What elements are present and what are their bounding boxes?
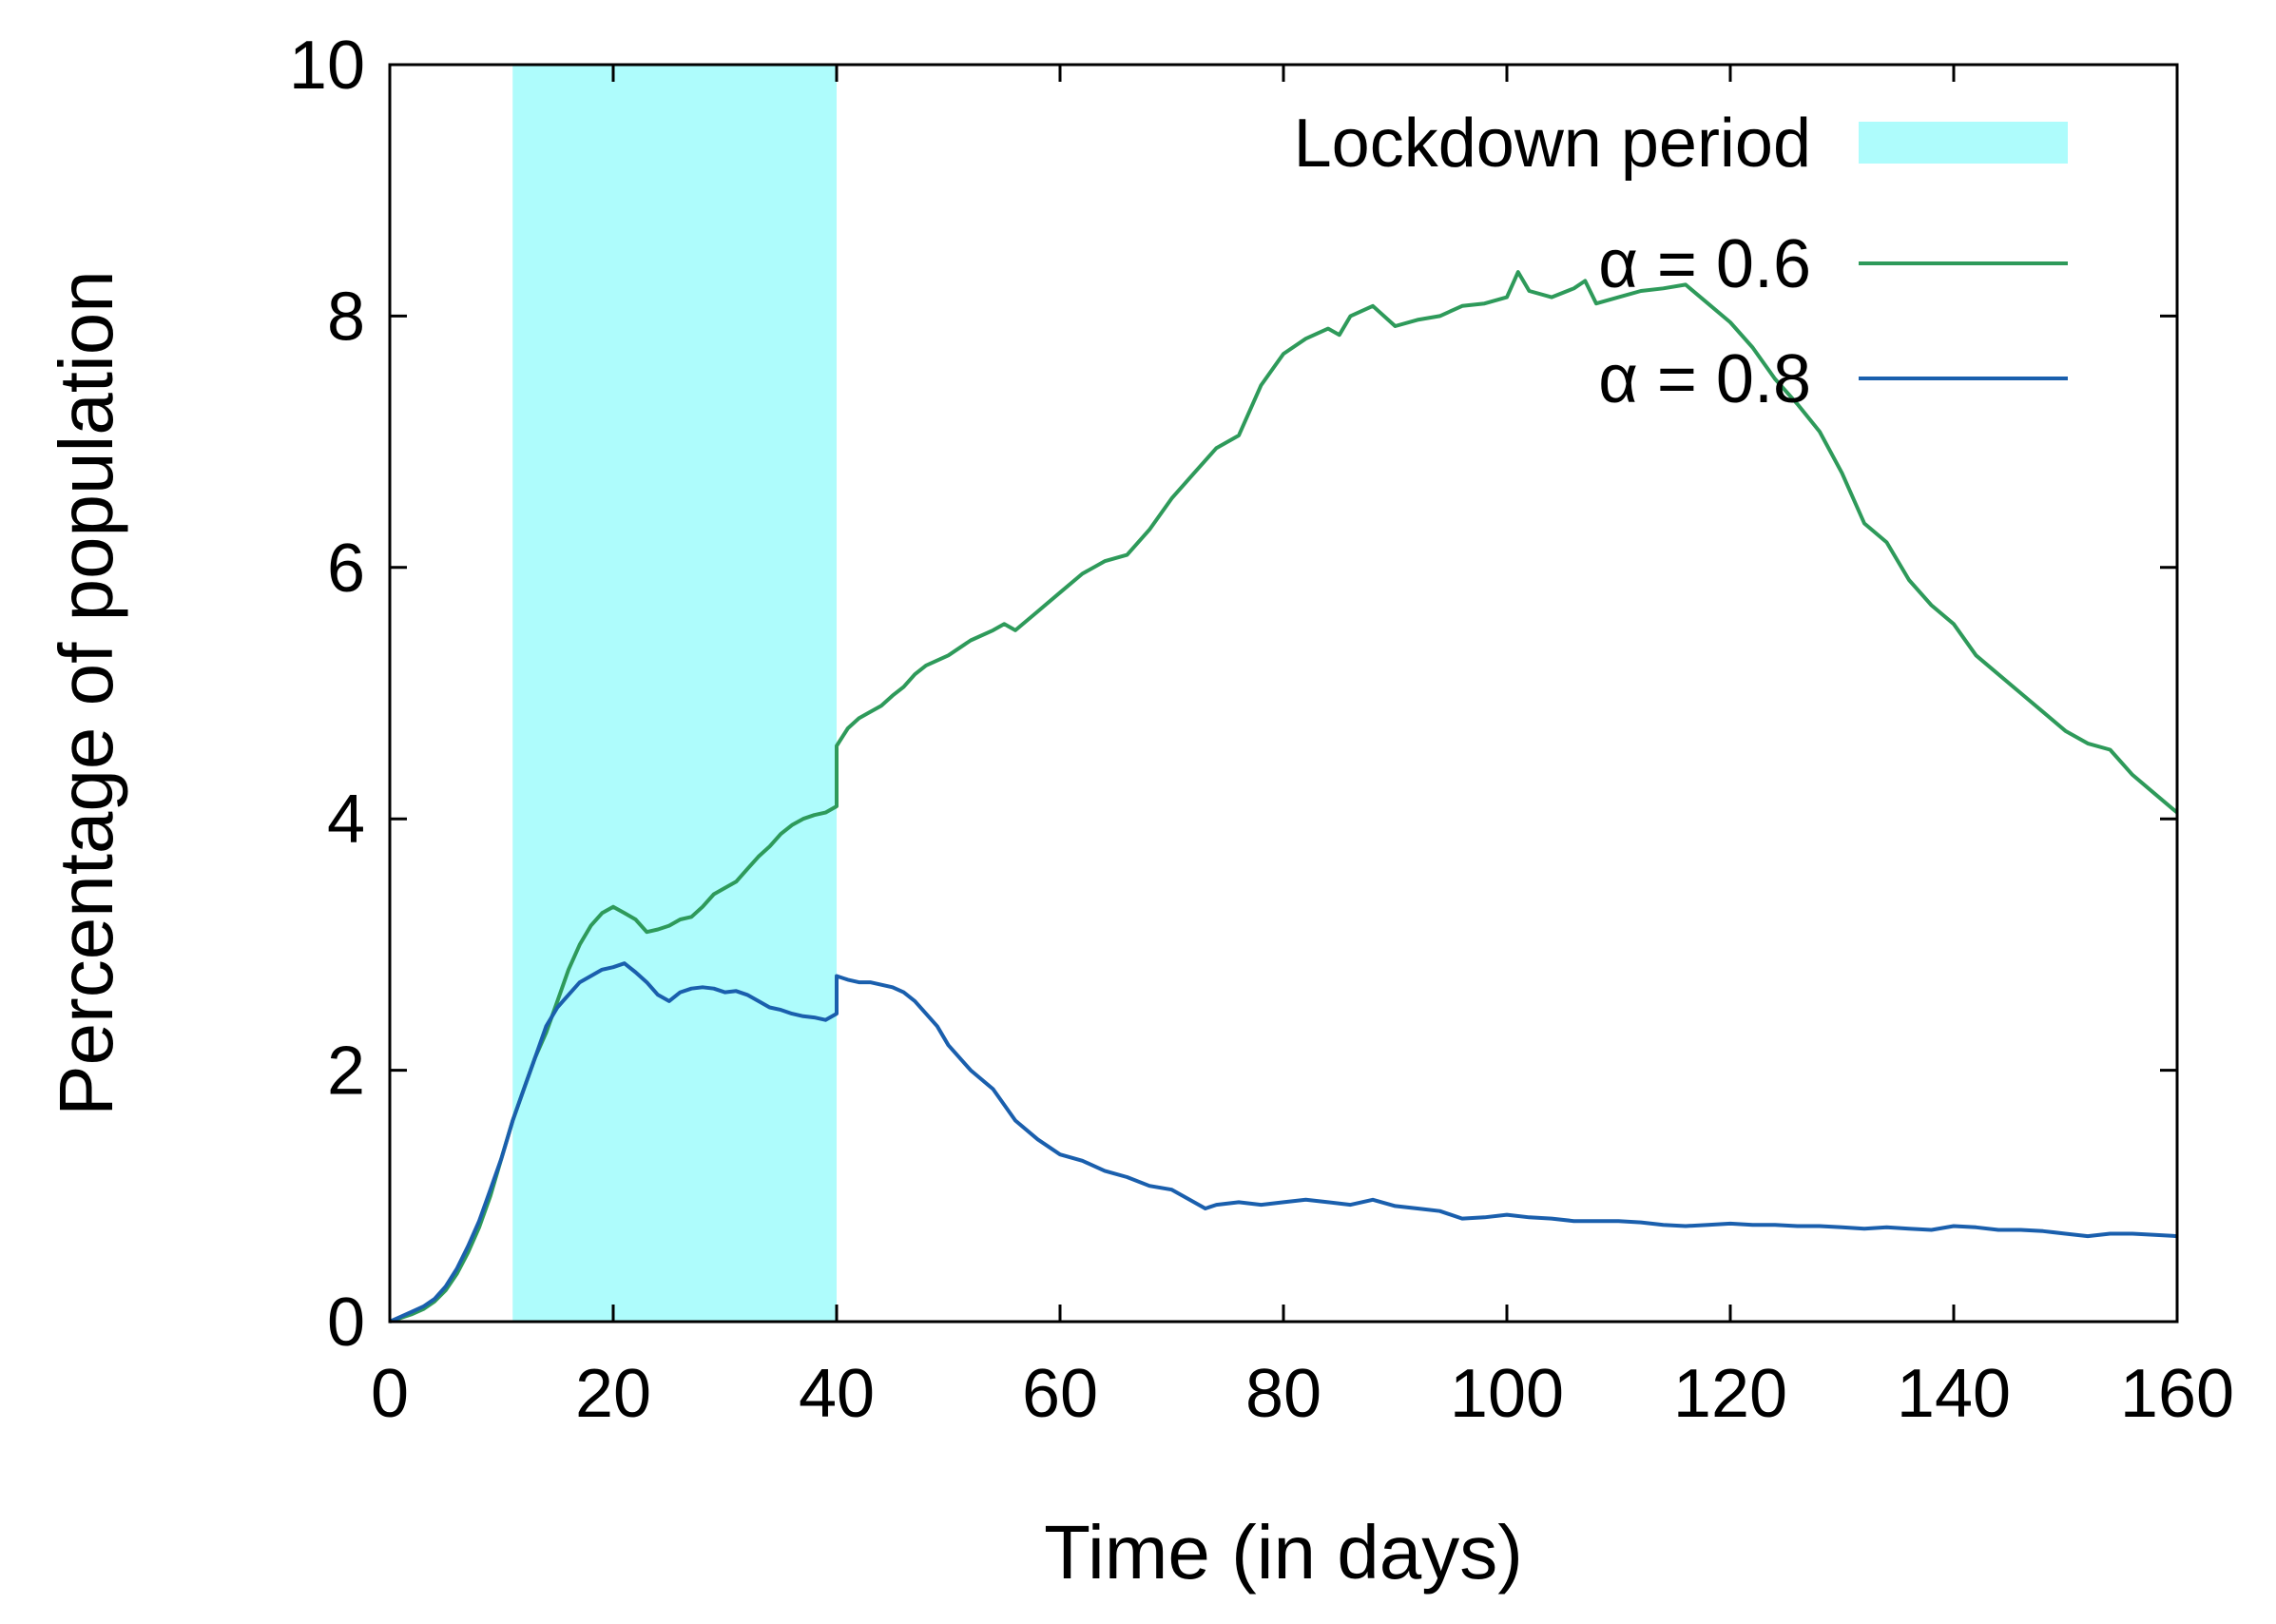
x-tick-label: 80 <box>1245 1356 1321 1432</box>
series-layer <box>389 270 2179 1324</box>
lockdown-shaded-region <box>512 65 837 1322</box>
x-tick-label: 100 <box>1450 1356 1564 1432</box>
x-tick-label: 120 <box>1673 1356 1787 1432</box>
x-tick-label: 20 <box>575 1356 651 1432</box>
legend-label-alpha-0-8: α = 0.8 <box>1598 341 1811 417</box>
x-tick-label: 160 <box>2120 1356 2234 1432</box>
y-axis-label: Percentage of population <box>44 270 128 1116</box>
x-tick-label: 140 <box>1897 1356 2011 1432</box>
y-tick-label: 2 <box>327 1034 365 1110</box>
legend: Lockdown period α = 0.6 α = 0.8 <box>1294 106 2068 417</box>
y-tick-label: 8 <box>327 279 365 355</box>
x-tick-label: 40 <box>799 1356 875 1432</box>
series-line-0 <box>389 270 2179 1324</box>
lockdown-shaded-region-layer <box>512 65 837 1322</box>
x-tick-label: 0 <box>371 1356 409 1432</box>
tick-layer: 0 20 40 60 80 100 120 140 160 0 2 4 6 8 10 <box>289 28 2234 1432</box>
y-tick-label: 6 <box>327 531 365 607</box>
y-tick-label: 10 <box>289 28 365 104</box>
y-tick-label: 4 <box>327 782 365 858</box>
series-line-1 <box>389 961 2178 1324</box>
x-tick-label: 60 <box>1022 1356 1098 1432</box>
legend-swatch-lockdown-period <box>1859 122 2068 164</box>
y-tick-label: 0 <box>327 1285 365 1361</box>
x-axis-label: Time (in days) <box>1044 1510 1523 1595</box>
legend-label-alpha-0-6: α = 0.6 <box>1598 226 1811 302</box>
legend-label-lockdown-period: Lockdown period <box>1294 106 1811 182</box>
